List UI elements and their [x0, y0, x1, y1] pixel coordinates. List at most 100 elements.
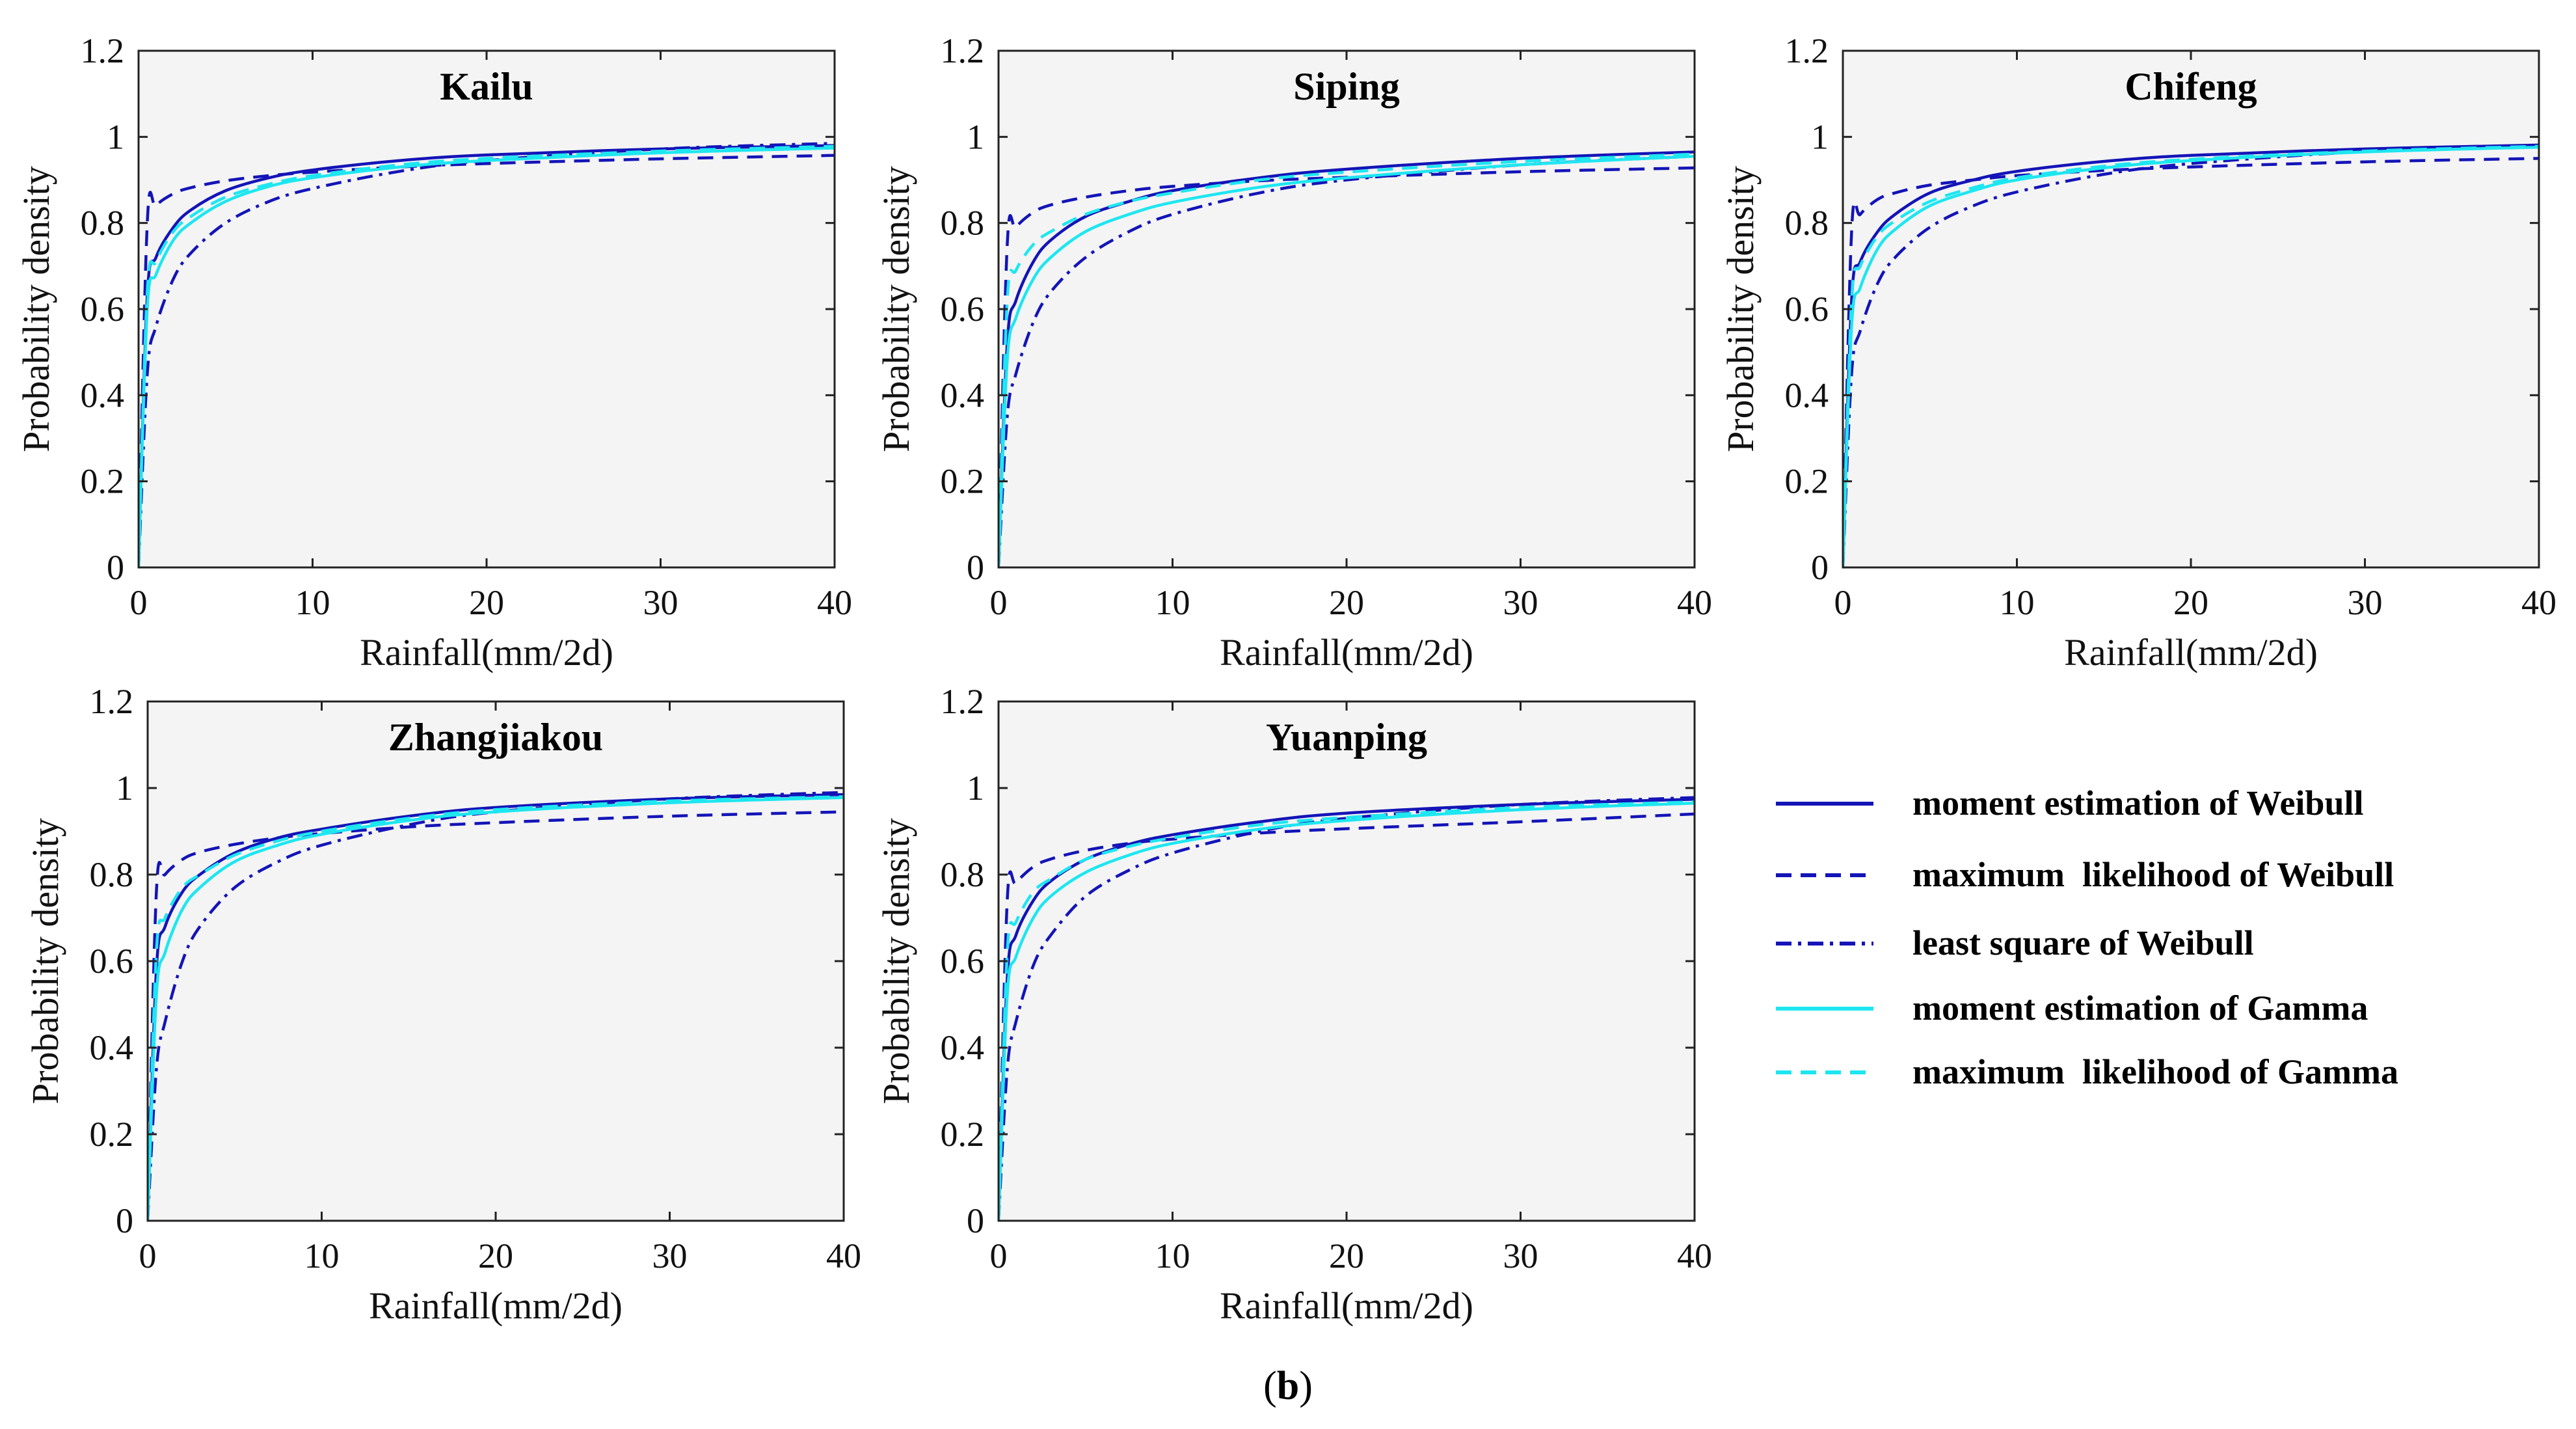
series-line-siping-moment-estimation-of-weibull [999, 150, 1695, 567]
plot-area-siping [999, 51, 1695, 567]
y-tick-label: 0.2 [81, 462, 125, 501]
x-tick-label: 40 [2521, 583, 2556, 622]
series-line-siping-least-square-of-weibull [999, 154, 1695, 567]
x-axis-label: Rainfall(mm/2d) [369, 1285, 623, 1327]
x-tick-label: 0 [990, 583, 1008, 622]
panel-title: Chifeng [2125, 65, 2257, 108]
series-line-siping-maximum-likelihood-of-weibull [999, 166, 1695, 567]
y-axis-label: Probability density [875, 818, 917, 1104]
series-line-kailu-maximum-likelihood-of-gamma [139, 144, 835, 567]
y-tick-label: 0.4 [941, 375, 985, 415]
x-tick-label: 20 [469, 583, 504, 622]
y-tick-label: 1.2 [1785, 31, 1829, 70]
series-line-yuanping-maximum-likelihood-of-weibull [999, 812, 1695, 1221]
x-tick-label: 40 [1677, 1236, 1712, 1275]
panel-yuanping: 0 10 20 30 40 0 0.2 0.4 0.6 0.8 1 1.2 Yuanping Rainfa… [875, 682, 1712, 1327]
x-tick-label: 10 [1155, 583, 1190, 622]
legend-label-ml-weibull: maximum likelihood of Weibull [1912, 855, 2394, 894]
y-tick-label: 1 [967, 117, 984, 156]
series-line-zhangjiakou-maximum-likelihood-of-weibull [148, 810, 844, 1221]
y-tick-label: 0.6 [941, 290, 985, 329]
x-tick-label: 30 [643, 583, 678, 622]
figure-caption-letter: b [1277, 1364, 1299, 1408]
series-line-chifeng-least-square-of-weibull [1843, 144, 2539, 567]
series-line-kailu-moment-estimation-of-weibull [139, 144, 835, 567]
x-tick-label: 0 [130, 583, 148, 622]
series-line-zhangjiakou-moment-estimation-of-gamma [148, 796, 844, 1221]
y-tick-label: 0.8 [90, 855, 134, 894]
y-tick-label: 0.8 [81, 204, 125, 243]
x-tick-label: 20 [1329, 1236, 1364, 1275]
y-axis-label: Probability density [24, 818, 66, 1104]
y-tick-label: 0.4 [941, 1028, 985, 1067]
y-tick-label: 0.6 [90, 942, 134, 981]
legend-label-ls-weibull: least square of Weibull [1912, 923, 2254, 962]
panel-title: Yuanping [1266, 716, 1427, 759]
x-tick-label: 40 [817, 583, 852, 622]
x-tick-label: 30 [1503, 1236, 1538, 1275]
series-line-kailu-maximum-likelihood-of-weibull [139, 154, 835, 567]
x-tick-label: 30 [652, 1236, 688, 1275]
y-tick-label: 0.8 [941, 855, 985, 894]
panel-title: Siping [1293, 65, 1399, 108]
x-tick-label: 10 [1155, 1236, 1190, 1275]
y-tick-label: 0.8 [941, 204, 985, 243]
y-tick-label: 1 [116, 769, 133, 808]
panel-zhangjiakou: 0 10 20 30 40 0 0.2 0.4 0.6 0.8 1 1.2 Zhangjiakou Rai… [24, 682, 861, 1327]
series-line-siping-moment-estimation-of-gamma [999, 154, 1695, 567]
y-tick-label: 1.2 [90, 682, 134, 721]
series-line-yuanping-moment-estimation-of-weibull [999, 798, 1695, 1221]
y-tick-label: 0.4 [90, 1028, 134, 1067]
series-line-zhangjiakou-least-square-of-weibull [148, 791, 844, 1221]
y-tick-label: 0 [967, 1201, 984, 1240]
legend: moment estimation of Weibull maximum lik… [1776, 783, 2398, 1091]
y-tick-label: 1 [107, 117, 124, 156]
series-line-zhangjiakou-maximum-likelihood-of-gamma [148, 795, 844, 1221]
series-line-chifeng-maximum-likelihood-of-gamma [1843, 144, 2539, 567]
x-tick-label: 30 [1503, 583, 1538, 622]
series-line-yuanping-maximum-likelihood-of-gamma [999, 800, 1695, 1221]
y-tick-label: 0.2 [90, 1115, 134, 1154]
x-tick-label: 20 [2173, 583, 2208, 622]
y-axis-label: Probability density [1719, 166, 1762, 452]
panel-title: Kailu [440, 65, 533, 108]
plot-area-kailu [139, 51, 835, 567]
y-tick-label: 0 [116, 1201, 133, 1240]
x-tick-label: 10 [2000, 583, 2035, 622]
y-tick-label: 0.8 [1785, 204, 1829, 243]
y-tick-label: 0 [967, 548, 984, 587]
x-tick-label: 40 [1677, 583, 1712, 622]
y-tick-label: 0.2 [941, 1115, 985, 1154]
y-tick-label: 1.2 [941, 31, 985, 70]
y-tick-label: 0.2 [941, 462, 985, 501]
y-tick-label: 0.6 [81, 290, 125, 329]
figure-caption: (b) [1263, 1364, 1313, 1408]
x-tick-label: 10 [304, 1236, 340, 1275]
y-tick-label: 0.6 [1785, 290, 1829, 329]
plot-area-yuanping [999, 701, 1695, 1221]
series-group-yuanping [999, 796, 1695, 1221]
series-group-zhangjiakou [148, 791, 844, 1221]
x-tick-label: 40 [826, 1236, 861, 1275]
series-line-siping-maximum-likelihood-of-gamma [999, 152, 1695, 567]
panel-chifeng: 0 10 20 30 40 0 0.2 0.4 0.6 0.8 1 1.2 Chifeng Rainfal… [1719, 31, 2556, 674]
series-group-siping [999, 150, 1695, 567]
series-line-kailu-least-square-of-weibull [139, 142, 835, 567]
panel-siping: 0 10 20 30 40 0 0.2 0.4 0.6 0.8 1 1.2 Siping Rainfall… [875, 31, 1712, 674]
y-tick-label: 0 [107, 548, 124, 587]
x-tick-label: 0 [1834, 583, 1852, 622]
y-tick-label: 1.2 [941, 682, 985, 721]
x-tick-label: 0 [990, 1236, 1008, 1275]
plot-area-chifeng [1843, 51, 2539, 567]
y-tick-label: 1 [967, 769, 984, 808]
y-tick-label: 1 [1811, 117, 1829, 156]
x-axis-label: Rainfall(mm/2d) [2064, 631, 2318, 674]
y-axis-label: Probability density [875, 166, 917, 452]
panel-title: Zhangjiakou [388, 716, 603, 759]
legend-label-moment-weibull: moment estimation of Weibull [1912, 783, 2363, 823]
x-tick-label: 20 [478, 1236, 513, 1275]
y-tick-label: 0 [1811, 548, 1829, 587]
panel-kailu: 0 10 20 30 40 0 0.2 0.4 0.6 0.8 1 1.2 Kailu Rainfall(… [15, 31, 852, 674]
series-group-kailu [139, 142, 835, 567]
